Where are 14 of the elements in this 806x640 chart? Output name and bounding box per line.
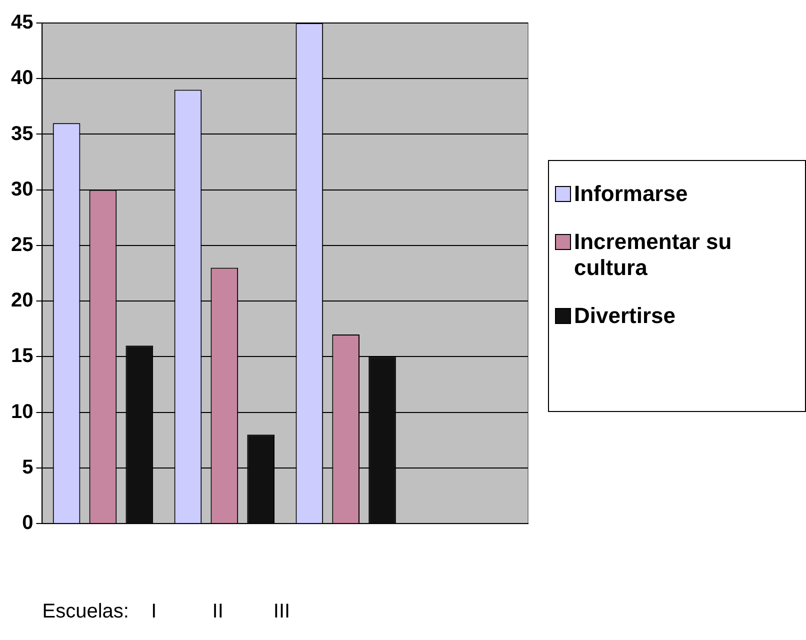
legend-label: Informarse xyxy=(574,181,688,207)
y-tick-label: 40 xyxy=(10,67,34,90)
y-tick-label: 15 xyxy=(10,345,34,368)
y-tick-label: 35 xyxy=(10,122,34,145)
y-tick-label: 10 xyxy=(10,400,34,423)
x-axis-title: Escuelas: I II III xyxy=(42,600,290,623)
y-tick-label: 30 xyxy=(10,178,34,200)
y-tick-label: 25 xyxy=(10,234,34,256)
y-tick-label: 45 xyxy=(10,12,34,34)
legend-label: Incrementar su cultura xyxy=(574,229,733,281)
y-tick-label: 20 xyxy=(10,290,34,312)
legend-label: Divertirse xyxy=(574,303,676,329)
y-tick-label: 5 xyxy=(22,456,34,478)
y-tick-label: 0 xyxy=(22,512,34,534)
